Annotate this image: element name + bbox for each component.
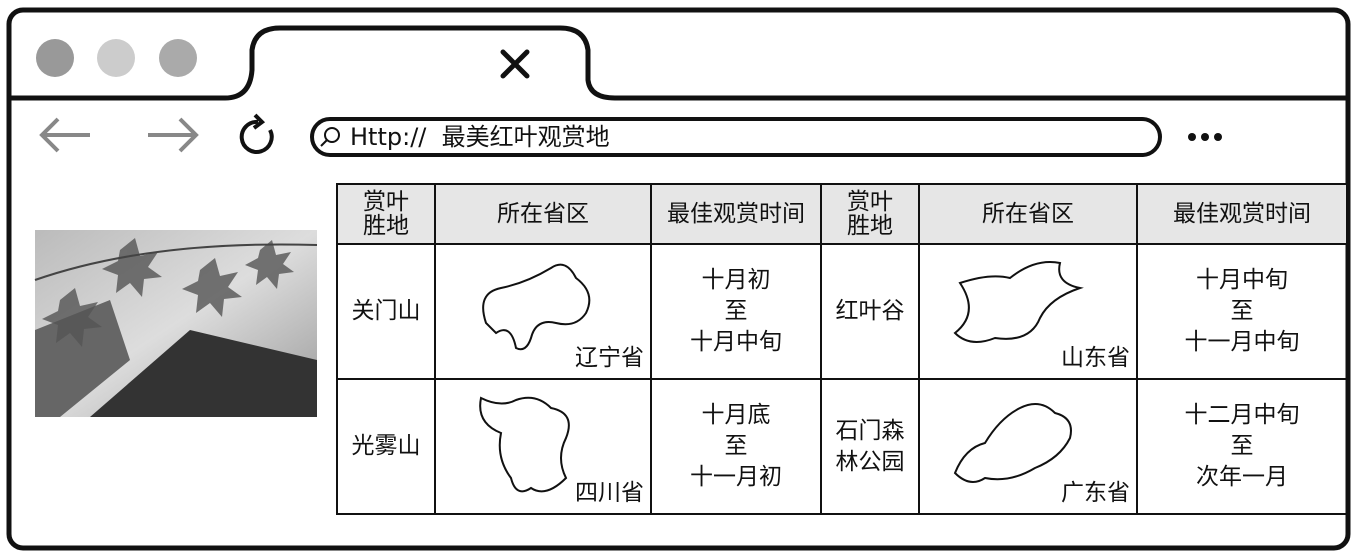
- text-line: 石门森: [835, 417, 905, 444]
- table-cell: 最佳观赏时间: [650, 183, 822, 245]
- menu-button[interactable]: [1188, 133, 1222, 141]
- text-line: 所在省区: [497, 201, 589, 227]
- text-line: 十月初: [701, 267, 771, 293]
- table-cell: 石门森 林公园: [820, 378, 920, 515]
- text-line: 最佳观赏时间: [1173, 201, 1311, 227]
- province-cell: 山东省: [918, 243, 1138, 380]
- table-cell: 关门山: [336, 243, 436, 380]
- table-cell: 所在省区: [434, 183, 652, 245]
- table-row: 关门山 辽宁省 十月初至十月中旬 红叶谷 山东省 十月中旬至十一月中旬: [336, 243, 1348, 380]
- text-line: 关门山: [351, 298, 421, 324]
- province-label: 四川省: [575, 478, 644, 509]
- header-row: 赏叶 胜地 所在省区 最佳观赏时间 赏叶 胜地 所在省区 最佳观赏时间: [336, 183, 1348, 245]
- text-line: 十月中旬: [690, 329, 782, 355]
- table-cell: 赏叶 胜地: [336, 183, 436, 245]
- table-cell: 赏叶 胜地: [820, 183, 920, 245]
- text-line: 四川省: [575, 480, 644, 506]
- text-line: 广东省: [1061, 480, 1130, 506]
- province-outline: [953, 403, 1072, 483]
- text-line: 红叶谷: [835, 298, 905, 324]
- text-line: 次年一月: [1196, 464, 1288, 490]
- photo: [34, 230, 318, 417]
- table-cell: 十二月中旬至次年一月: [1136, 378, 1348, 515]
- table: 赏叶 胜地 所在省区 最佳观赏时间 赏叶 胜地 所在省区 最佳观赏时间 关门山 辽宁省 十月初至十月…: [336, 183, 1348, 515]
- province-label: 辽宁省: [575, 343, 644, 374]
- text-line: 胜地: [847, 213, 893, 239]
- text-line: 胜地: [363, 213, 409, 239]
- text-line: 十一月初: [690, 464, 782, 490]
- province-outline: [479, 396, 570, 493]
- table-cell: 红叶谷: [820, 243, 920, 380]
- address-bar[interactable]: [310, 117, 1162, 157]
- text-line: 十二月中旬: [1184, 402, 1300, 428]
- table-row: 光雾山 四川省 十月底至十一月初 石门森 林公园 广东省 十二月中旬至次年一月: [336, 378, 1348, 515]
- text-line: 十一月中旬: [1184, 329, 1300, 355]
- table-cell: 十月底至十一月初: [650, 378, 822, 515]
- table-cell: 光雾山: [336, 378, 436, 515]
- back-button[interactable]: [39, 117, 90, 153]
- text-line: 至: [724, 298, 748, 324]
- text-line: 十月中旬: [1196, 267, 1288, 293]
- province-cell: 广东省: [918, 378, 1138, 515]
- text-line: 所在省区: [982, 201, 1074, 227]
- address-text: Http:// 最美红叶观赏地: [350, 123, 610, 151]
- province-label: 广东省: [1061, 478, 1130, 509]
- text-line: 赏叶: [847, 189, 893, 215]
- text-line: 至: [1230, 298, 1254, 324]
- tab-close[interactable]: [500, 49, 530, 79]
- province-cell: 辽宁省: [434, 243, 652, 380]
- text-line: 至: [1230, 433, 1254, 459]
- table-cell: 十月初至十月中旬: [650, 243, 822, 380]
- text-line: 至: [724, 433, 748, 459]
- forward-button[interactable]: [148, 117, 199, 153]
- text-line: 最佳观赏时间: [667, 201, 805, 227]
- text-line: 十月底: [701, 402, 771, 428]
- province-outline: [953, 261, 1084, 343]
- text-line: 山东省: [1061, 345, 1130, 371]
- text-line: 林公园: [835, 448, 905, 475]
- text-line: 光雾山: [351, 433, 421, 459]
- text-line: 辽宁省: [575, 345, 644, 371]
- reload-button[interactable]: [239, 119, 274, 154]
- province-outline: [482, 263, 591, 351]
- province-cell: 四川省: [434, 378, 652, 515]
- table-cell: 最佳观赏时间: [1136, 183, 1348, 245]
- province-label: 山东省: [1061, 343, 1130, 374]
- table-cell: 十月中旬至十一月中旬: [1136, 243, 1348, 380]
- text-line: 赏叶: [363, 189, 409, 215]
- table-cell: 所在省区: [918, 183, 1138, 245]
